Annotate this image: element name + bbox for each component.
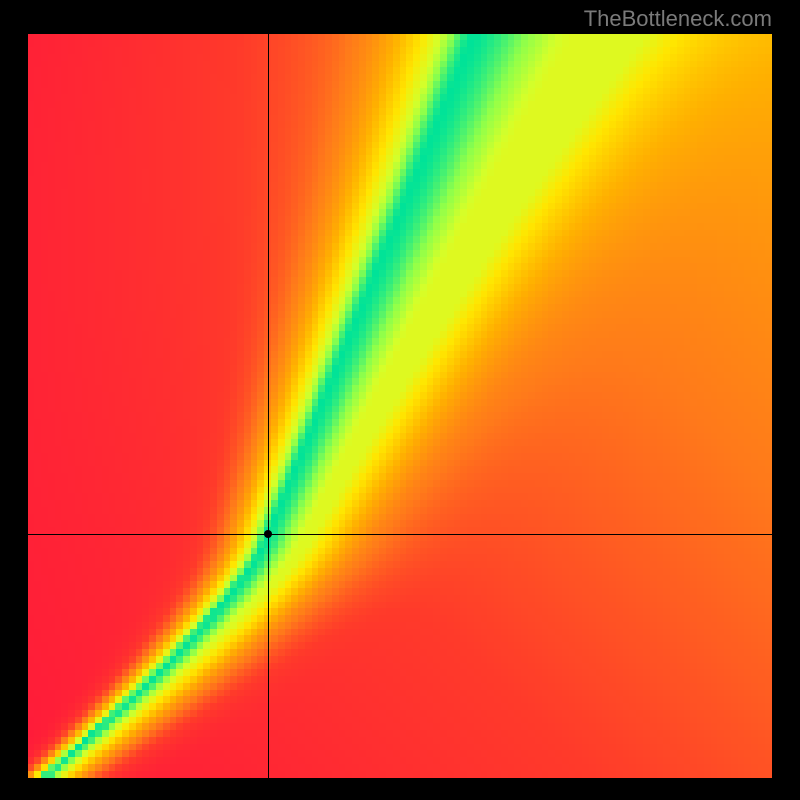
watermark-text: TheBottleneck.com [584, 6, 772, 32]
crosshair-vertical [268, 34, 269, 778]
intersection-marker [264, 530, 272, 538]
bottleneck-heatmap [28, 34, 772, 778]
chart-container: { "watermark": { "text": "TheBottleneck.… [0, 0, 800, 800]
crosshair-horizontal [28, 534, 772, 535]
